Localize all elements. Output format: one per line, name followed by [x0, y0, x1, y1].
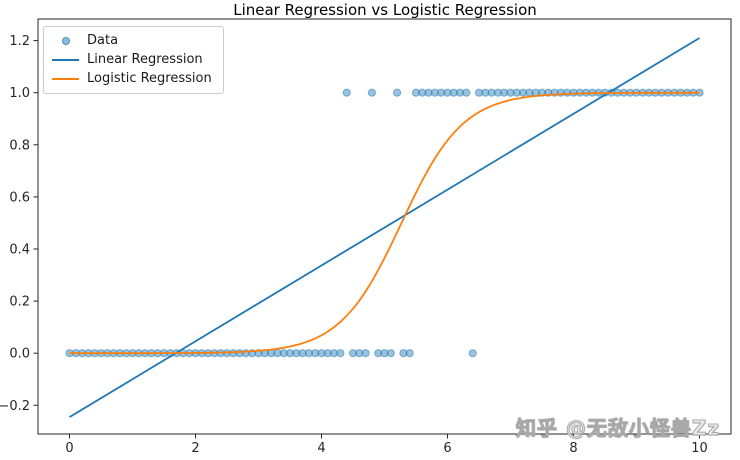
- y-tick-label: 0.4: [9, 243, 30, 258]
- data-point: [437, 88, 446, 97]
- data-point: [443, 88, 452, 97]
- data-point: [430, 88, 439, 97]
- data-point: [380, 349, 389, 358]
- data-point: [330, 349, 339, 358]
- x-tick-label: 4: [317, 441, 325, 456]
- data-point: [285, 349, 295, 358]
- scatter-marker-icon: [52, 37, 79, 45]
- data-point: [386, 349, 395, 358]
- data-point: [399, 349, 408, 358]
- legend-marker-dot: [61, 37, 70, 45]
- data-point: [279, 349, 288, 358]
- legend-item: Linear Regression: [52, 52, 212, 68]
- plot-frame: [37, 18, 732, 435]
- line-sample-icon: [52, 78, 79, 80]
- data-point: [298, 349, 307, 358]
- legend-label: Linear Regression: [87, 52, 203, 67]
- y-tick-label: 0.2: [9, 295, 30, 310]
- data-point: [393, 88, 402, 97]
- data-point: [323, 349, 332, 358]
- legend-item: Logistic Regression: [52, 71, 212, 87]
- data-point: [336, 349, 345, 358]
- linear-regression-line: [69, 37, 700, 418]
- data-point: [519, 88, 528, 97]
- data-point: [367, 88, 376, 97]
- data-point: [462, 88, 471, 97]
- legend-label: Logistic Regression: [87, 71, 212, 86]
- legend-label: Data: [87, 33, 119, 48]
- legend-item: Data: [52, 33, 212, 49]
- data-point: [405, 349, 414, 358]
- legend-line-swatch: [52, 78, 79, 80]
- legend-line-swatch: [52, 59, 79, 61]
- data-point: [487, 88, 496, 97]
- data-point: [411, 88, 421, 97]
- x-tick-label: 8: [569, 441, 577, 456]
- logistic-regression-curve: [69, 91, 700, 355]
- data-point: [304, 349, 313, 358]
- data-point: [348, 349, 358, 358]
- data-point: [361, 349, 370, 358]
- data-point: [424, 88, 433, 97]
- data-point: [317, 349, 326, 358]
- data-point: [449, 88, 458, 97]
- data-point: [456, 88, 465, 97]
- data-point: [418, 88, 427, 97]
- data-point: [474, 88, 484, 97]
- y-tick-label: −0.2: [0, 399, 30, 414]
- y-tick-label: 1.2: [9, 34, 30, 49]
- data-point: [374, 349, 383, 358]
- data-point: [512, 88, 521, 97]
- legend: Data Linear Regression Logistic Regression: [43, 26, 224, 94]
- line-sample-icon: [52, 59, 79, 61]
- x-tick-label: 6: [443, 441, 451, 456]
- data-point: [493, 88, 502, 97]
- x-tick-label: 10: [691, 441, 708, 456]
- data-point: [481, 88, 490, 97]
- y-tick-label: 0.0: [9, 347, 30, 362]
- data-point: [500, 88, 509, 97]
- x-tick-label: 2: [191, 441, 199, 456]
- data-point: [468, 349, 477, 358]
- x-tick-label: 0: [65, 441, 73, 456]
- data-point: [355, 349, 364, 358]
- y-tick-label: 0.8: [9, 138, 30, 153]
- data-point: [311, 349, 320, 358]
- chart-title: Linear Regression vs Logistic Regression: [233, 1, 537, 19]
- data-point: [342, 88, 351, 97]
- data-point: [506, 88, 515, 97]
- watermark: 知乎 @无敌小怪兽Zz: [515, 416, 720, 441]
- y-tick-label: 0.6: [9, 190, 30, 205]
- y-tick-label: 1.0: [9, 86, 30, 101]
- data-point: [292, 349, 301, 358]
